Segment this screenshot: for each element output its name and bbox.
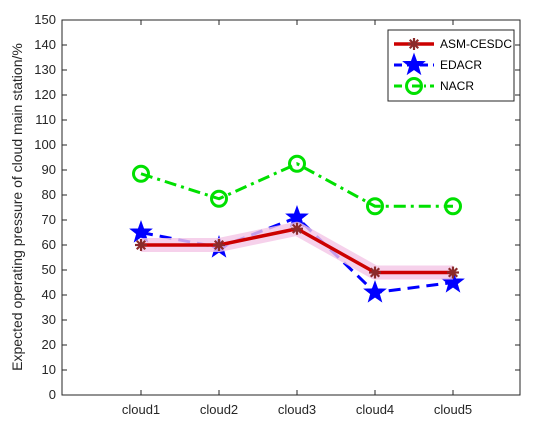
legend-item: ASM-CESDC	[394, 37, 512, 51]
y-tick-label: 50	[42, 262, 56, 277]
legend-item: EDACR	[394, 52, 482, 76]
data-point-asterisk	[447, 266, 459, 279]
legend: ASM-CESDC EDACR NACR	[387, 29, 515, 102]
data-point-asterisk	[408, 38, 420, 50]
asterisk-stroke	[291, 223, 303, 234]
asterisk-stroke	[135, 239, 147, 251]
asterisk-stroke	[369, 267, 381, 278]
data-point-asterisk	[291, 222, 303, 235]
data-point-star	[363, 280, 387, 303]
y-tick-label: 110	[35, 112, 56, 127]
y-tick-label: 0	[49, 387, 56, 402]
data-point-asterisk	[369, 266, 381, 279]
x-tick-label: cloud3	[278, 402, 316, 417]
y-tick-label: 60	[42, 237, 56, 252]
series-line	[140, 162, 453, 208]
data-point-circle	[444, 197, 462, 216]
y-tick-label: 130	[34, 62, 56, 77]
legend-label: ASM-CESDC	[440, 37, 512, 51]
x-tick-label: cloud5	[434, 402, 472, 417]
x-tick-label: cloud2	[200, 402, 238, 417]
legend-label: NACR	[440, 79, 474, 93]
y-tick-label: 70	[42, 212, 56, 227]
series-layer	[129, 154, 465, 303]
series-asm-cesdc	[135, 221, 459, 280]
y-tick-label: 40	[42, 287, 56, 302]
data-point-circle	[210, 189, 228, 208]
y-tick-label: 140	[34, 37, 56, 52]
series-nacr	[132, 154, 462, 216]
legend-label: EDACR	[440, 58, 482, 72]
data-point-asterisk	[213, 239, 225, 251]
y-tick-label: 80	[42, 187, 56, 202]
y-tick-label: 150	[34, 12, 56, 27]
legend-item: NACR	[394, 77, 474, 95]
y-tick-label: 100	[34, 137, 56, 152]
data-point-circle	[405, 77, 423, 95]
data-point-circle	[366, 197, 384, 216]
y-tick-label: 30	[42, 312, 56, 327]
data-point-star	[402, 52, 426, 76]
data-point-star	[129, 220, 153, 243]
data-point-circle	[288, 154, 306, 173]
x-tick-label: cloud4	[356, 402, 394, 417]
y-tick-label: 10	[42, 362, 56, 377]
asterisk-stroke	[213, 239, 225, 251]
x-axis: cloud1 cloud2 cloud3 cloud4 cloud5	[122, 20, 472, 417]
y-tick-label: 90	[42, 162, 56, 177]
y-axis-title: Expected operating pressure of cloud mai…	[9, 43, 25, 371]
asterisk-stroke	[408, 38, 420, 50]
y-tick-label: 20	[42, 337, 56, 352]
y-tick-label: 120	[34, 87, 56, 102]
asterisk-stroke	[447, 267, 459, 278]
x-tick-label: cloud1	[122, 402, 160, 417]
y-axis: 0 10 20 30 40 50 60 70 80 90 100 110 120 130 140 150	[34, 12, 520, 402]
data-point-circle	[132, 164, 150, 183]
data-point-asterisk	[135, 239, 147, 251]
